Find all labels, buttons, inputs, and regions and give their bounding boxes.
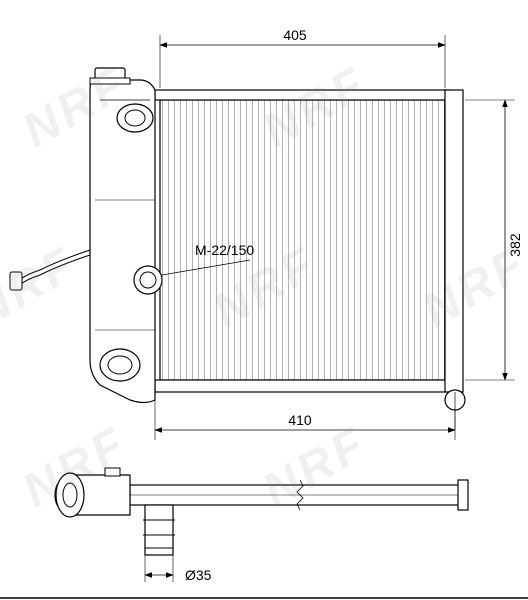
radiator-core [160,100,445,380]
dim-bottom-value: 410 [288,412,312,428]
header-bottom [155,380,450,392]
side-end-cap [458,480,468,510]
header-top [155,90,450,100]
thread-spec-label: M-22/150 [195,242,254,258]
dim-top-value: 405 [283,27,307,43]
tank-right [445,90,463,392]
dim-pipe-value: Ø35 [185,567,212,583]
dim-right-value: 382 [507,233,523,257]
sensor-wire [20,250,90,280]
